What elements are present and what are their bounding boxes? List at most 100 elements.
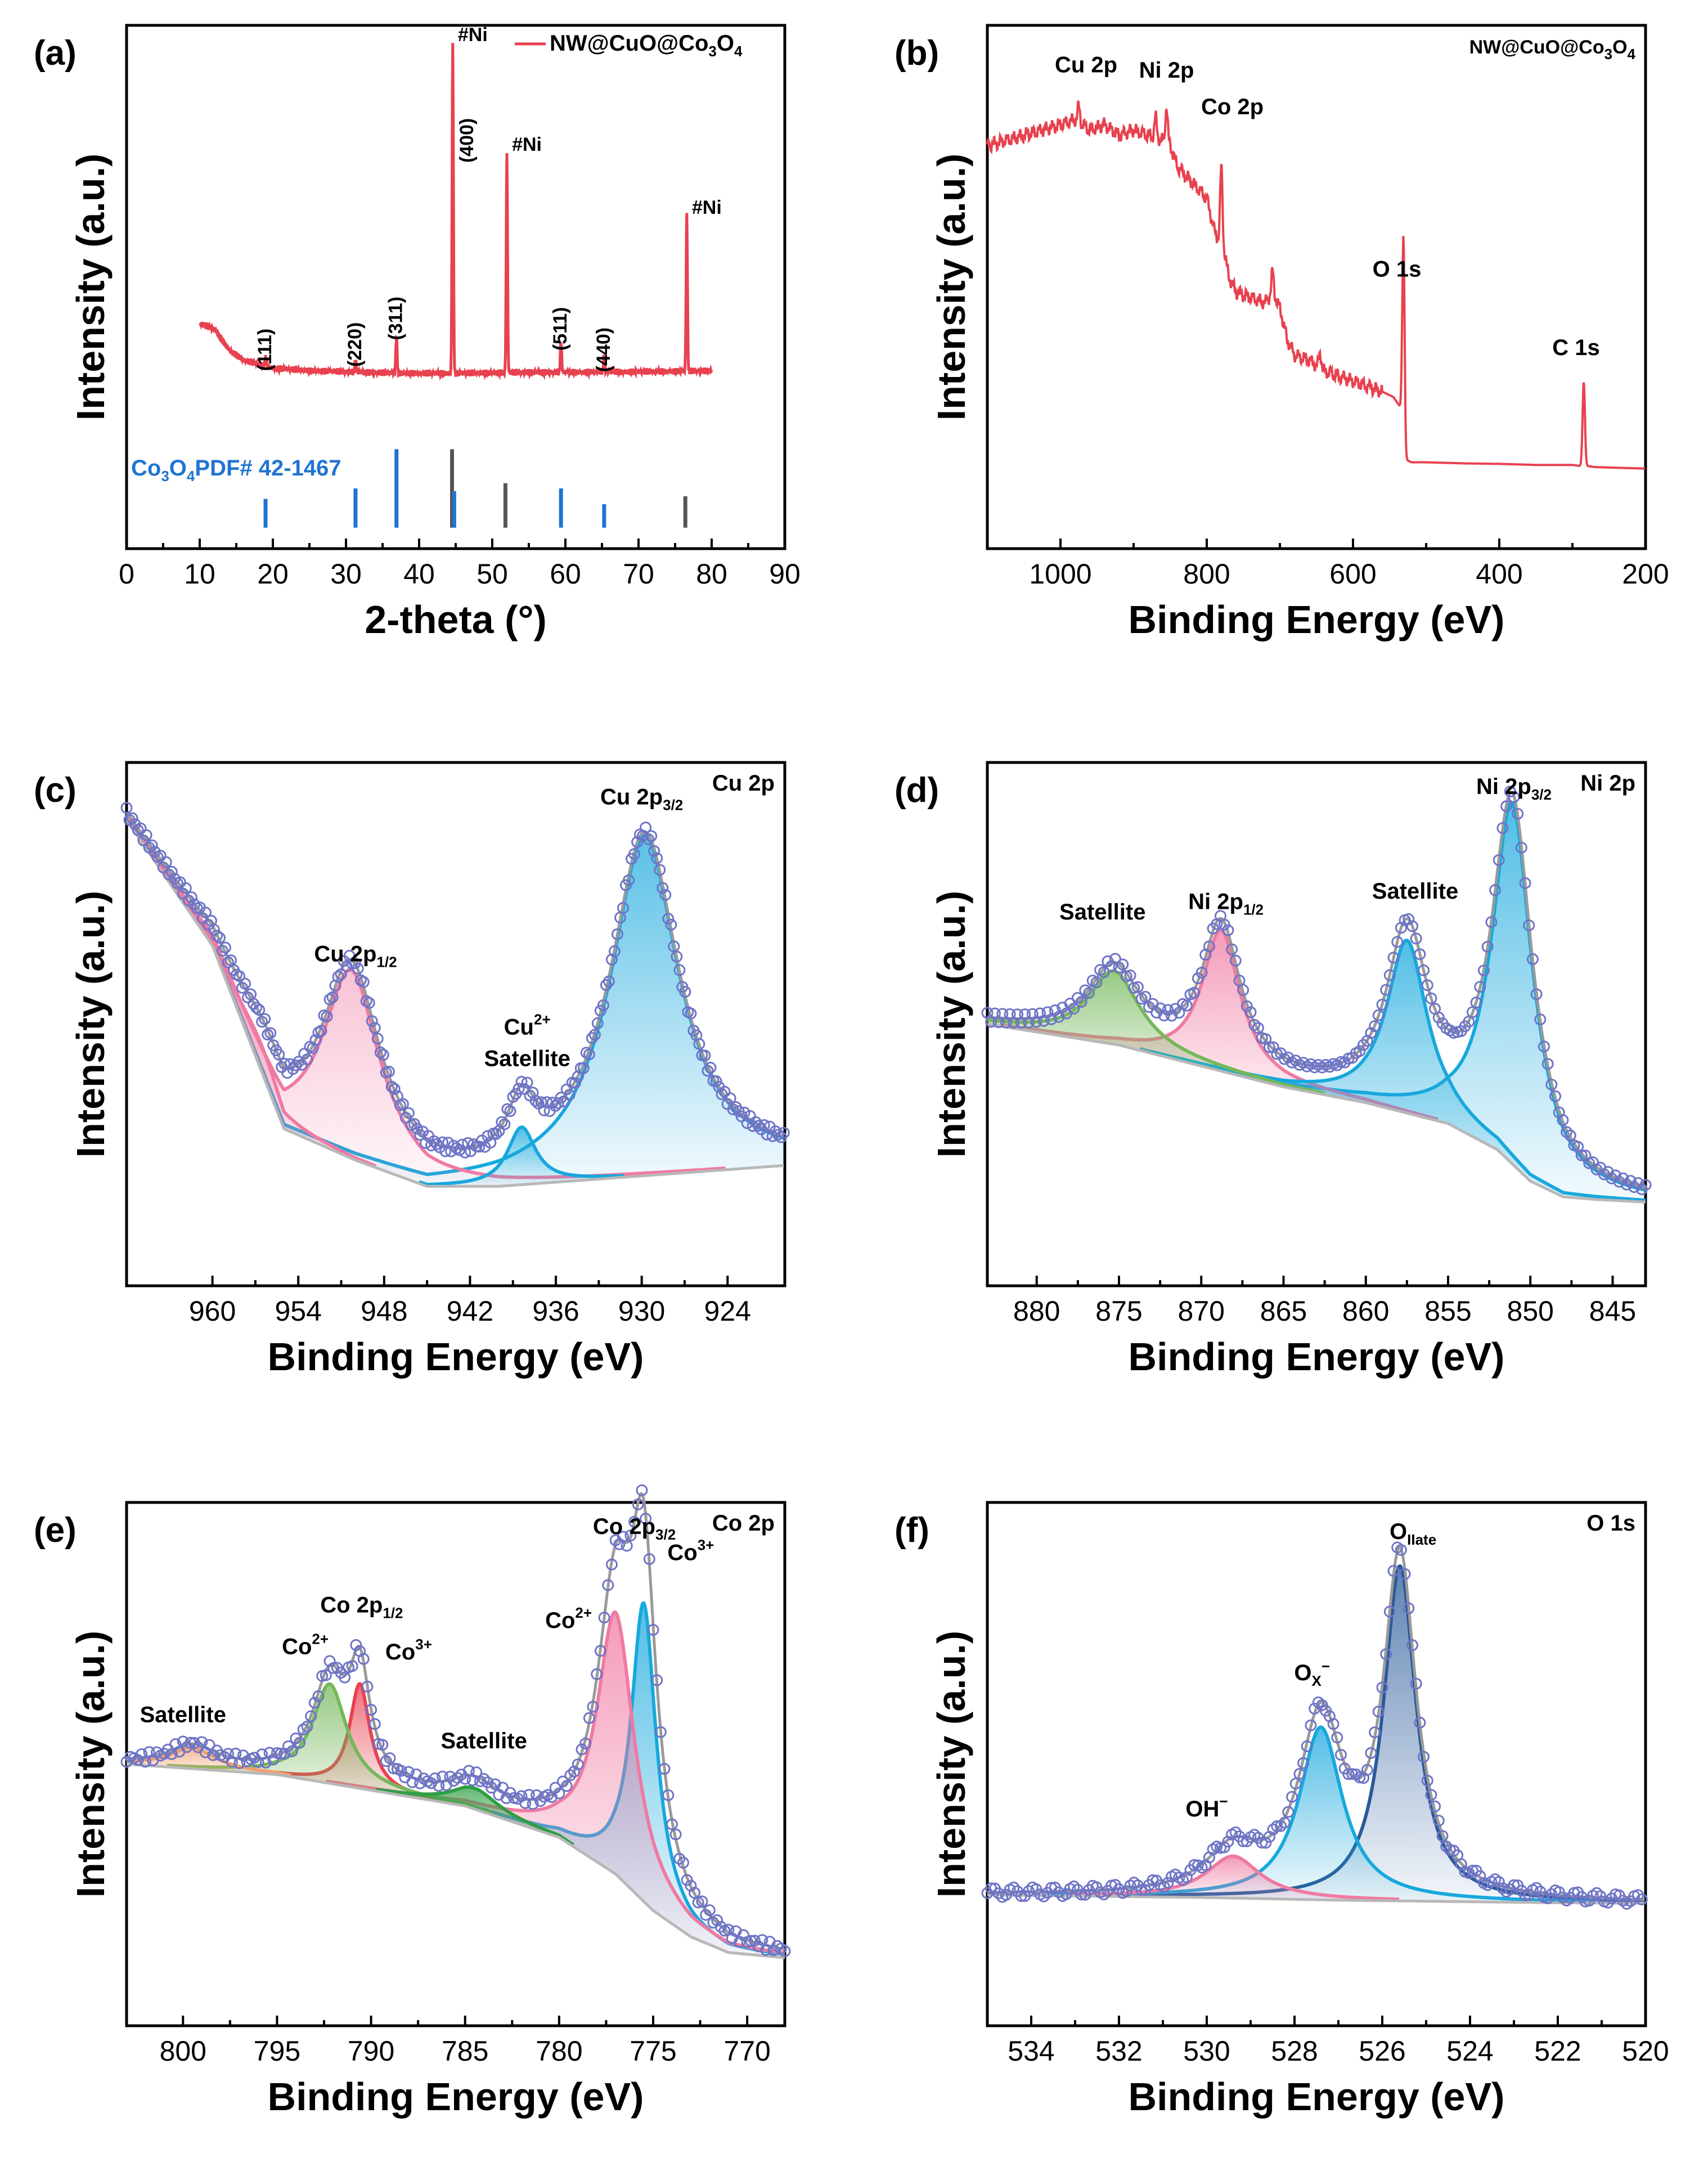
data-point: [679, 986, 691, 998]
data-point: [1534, 1013, 1547, 1026]
data-point: [640, 1513, 652, 1525]
x-tick-label: 855: [1424, 1295, 1471, 1327]
data-point: [139, 1756, 151, 1768]
panel-f: 534 532 530 528 526 524 522 520 Binding Energy (…: [895, 1501, 1669, 2119]
component-fill: [1046, 1727, 1595, 1903]
data-point: [588, 1029, 601, 1041]
data-point: [219, 941, 231, 954]
panel-label: (d): [895, 771, 939, 810]
data-point: [230, 1747, 242, 1760]
data-point: [309, 1034, 322, 1046]
data-point: [756, 1934, 768, 1946]
data-point: [673, 964, 686, 976]
peak-label: Satellite: [441, 1729, 527, 1753]
data-point: [384, 1752, 396, 1764]
x-tick-label: 1000: [1029, 558, 1091, 590]
data-point: [1549, 1090, 1562, 1102]
data-point: [668, 940, 680, 953]
data-point: [395, 1765, 407, 1777]
data-point: [992, 1887, 1005, 1900]
data-point: [298, 1048, 311, 1060]
data-point: [267, 1753, 280, 1766]
data-point: [654, 864, 666, 876]
data-point: [727, 1103, 739, 1115]
data-point: [662, 913, 675, 925]
data-point: [165, 1748, 178, 1760]
data-point: [1425, 992, 1437, 1004]
data-point: [1470, 997, 1482, 1009]
data-point: [671, 950, 683, 963]
data-point: [1557, 1114, 1569, 1127]
panel-label: (a): [34, 34, 77, 73]
data-point: [1406, 1639, 1418, 1652]
data-point: [521, 1076, 533, 1089]
x-tick-label: 520: [1622, 2035, 1669, 2067]
data-point: [1244, 1006, 1257, 1019]
data-point: [1418, 1751, 1430, 1763]
data-point: [185, 891, 197, 904]
component-fill: [1139, 802, 1646, 1203]
data-point: [636, 1484, 648, 1496]
data-point: [1240, 1000, 1253, 1012]
data-point: [1545, 1078, 1558, 1091]
x-tick-label: 850: [1507, 1295, 1554, 1327]
data-point: [413, 1129, 426, 1141]
element-label: Ni 2p: [1139, 58, 1194, 83]
data-point: [1376, 1681, 1388, 1694]
data-point: [1331, 1731, 1343, 1744]
x-tick-label: 530: [1183, 2035, 1230, 2067]
reference-label: Co3O4PDF# 42-1467: [131, 456, 341, 484]
data-point: [1481, 941, 1494, 953]
data-point: [179, 882, 192, 894]
ni-peak-label: #Ni: [512, 134, 542, 155]
data-point: [563, 1089, 576, 1101]
x-axis-label: Binding Energy (eV): [268, 1335, 644, 1379]
data-point: [608, 945, 621, 958]
data-point: [632, 1498, 644, 1510]
data-point: [388, 1762, 400, 1775]
data-point: [673, 1852, 686, 1865]
data-point: [1256, 1837, 1268, 1849]
x-tick-label: 870: [1178, 1295, 1225, 1327]
data-point: [1037, 1890, 1050, 1903]
data-point: [233, 970, 246, 982]
x-tick-label: 795: [254, 2035, 300, 2067]
data-point: [572, 1758, 584, 1770]
data-point: [594, 1645, 606, 1657]
data-point: [597, 999, 609, 1011]
data-point: [752, 1120, 765, 1132]
data-point: [666, 1818, 678, 1830]
peak-label: Satellite: [1059, 900, 1145, 925]
data-point: [669, 1828, 682, 1841]
data-point: [710, 1075, 722, 1087]
data-point: [1624, 1175, 1637, 1187]
data-point: [1515, 841, 1527, 854]
peak-label: Co 2p3/2: [593, 1514, 676, 1543]
data-point: [587, 1701, 599, 1713]
data-point: [307, 1042, 319, 1055]
data-point: [577, 1062, 590, 1074]
legend-label: NW@CuO@Co3O4: [550, 31, 743, 60]
data-point: [1334, 1056, 1347, 1068]
data-point: [1222, 924, 1234, 936]
y-axis-label: Intensity (a.u.): [69, 891, 113, 1157]
data-point: [1361, 1764, 1373, 1776]
data-point: [259, 1757, 272, 1769]
data-point: [529, 1094, 542, 1107]
data-point: [1278, 1816, 1291, 1829]
data-point: [1474, 981, 1486, 993]
data-point: [308, 1697, 321, 1709]
peak-label: Co2+: [282, 1631, 329, 1659]
data-point: [150, 1746, 163, 1758]
data-point: [623, 874, 635, 886]
data-point: [685, 1007, 697, 1020]
data-point: [737, 1929, 749, 1941]
data-point: [654, 1726, 667, 1738]
data-point: [677, 1856, 689, 1869]
data-point: [617, 901, 630, 914]
data-point: [1399, 1568, 1411, 1580]
data-point: [611, 928, 623, 940]
plot-frame: [125, 761, 786, 1287]
data-point: [1139, 990, 1152, 1003]
data-point: [724, 1092, 736, 1105]
